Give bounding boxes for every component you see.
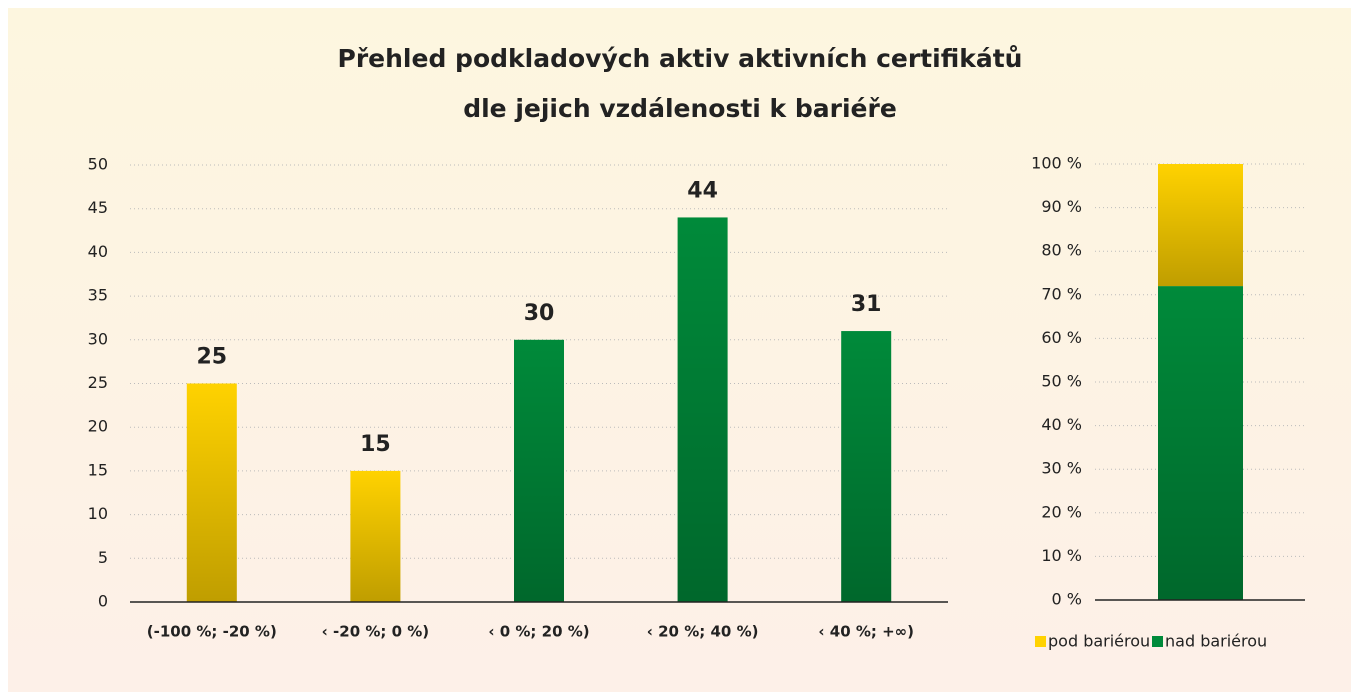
y-tick-label: 20: [88, 417, 108, 436]
y-tick-label: 40 %: [1041, 415, 1082, 434]
chart-title: dle jejich vzdálenosti k bariéře: [463, 94, 897, 123]
bar-shade: [514, 339, 564, 602]
y-tick-label: 0: [98, 592, 108, 611]
y-tick-label: 40: [88, 242, 108, 261]
x-tick-label: ‹ -20 %; 0 %): [322, 623, 430, 641]
y-tick-label: 70 %: [1041, 284, 1082, 303]
data-label: 30: [524, 301, 555, 326]
x-tick-label: (-100 %; -20 %): [147, 623, 277, 641]
y-tick-label: 80 %: [1041, 241, 1082, 260]
y-tick-label: 20 %: [1041, 502, 1082, 521]
y-tick-label: 50 %: [1041, 372, 1082, 391]
legend-label: pod bariérou: [1048, 632, 1150, 651]
bar-shade: [1158, 164, 1243, 287]
y-tick-label: 100 %: [1031, 154, 1082, 173]
chart-title: Přehled podkladových aktiv aktivních cer…: [338, 44, 1023, 73]
bar-shade: [186, 383, 237, 602]
y-tick-label: 15: [88, 460, 108, 479]
y-tick-label: 10 %: [1041, 546, 1082, 565]
y-tick-label: 30: [88, 329, 108, 348]
x-tick-label: ‹ 40 %; +∞): [818, 623, 914, 641]
y-tick-label: 25: [88, 373, 108, 392]
y-tick-label: 90 %: [1041, 197, 1082, 216]
y-tick-label: 50: [88, 155, 108, 174]
bar-shade: [1158, 286, 1243, 600]
bar-shade: [350, 470, 401, 602]
data-label: 44: [687, 178, 718, 203]
y-tick-label: 5: [98, 548, 108, 567]
y-tick-label: 35: [88, 286, 108, 305]
data-label: 31: [851, 292, 882, 317]
y-tick-label: 30 %: [1041, 459, 1082, 478]
bar-shade: [841, 331, 892, 602]
data-label: 15: [360, 432, 391, 457]
data-label: 25: [196, 345, 227, 370]
x-tick-label: ‹ 0 %; 20 %): [488, 623, 589, 641]
bar-shade: [677, 217, 728, 602]
y-tick-label: 0 %: [1052, 590, 1082, 609]
legend-swatch: [1152, 636, 1163, 647]
y-tick-label: 60 %: [1041, 328, 1082, 347]
legend-label: nad bariérou: [1165, 632, 1267, 651]
y-tick-label: 10: [88, 504, 108, 523]
y-tick-label: 45: [88, 198, 108, 217]
legend-swatch: [1035, 636, 1046, 647]
x-tick-label: ‹ 20 %; 40 %): [647, 623, 759, 641]
